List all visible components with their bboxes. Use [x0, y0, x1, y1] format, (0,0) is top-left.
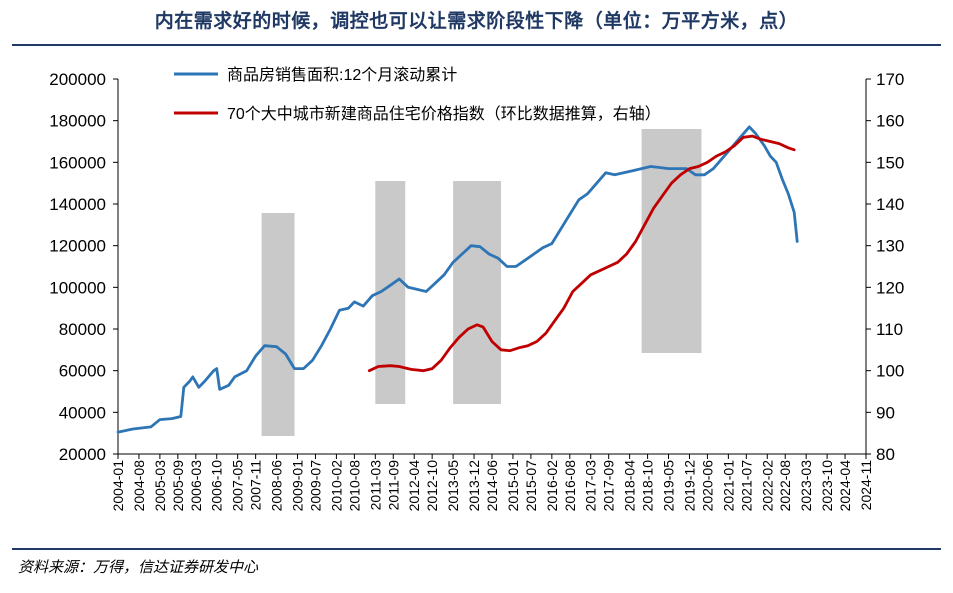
x-tick-label: 2010-08	[346, 460, 362, 512]
y-left-tick-label: 180000	[49, 112, 106, 131]
x-tick-label: 2022-02	[759, 460, 775, 512]
y-right-tick-label: 120	[876, 278, 904, 297]
x-tick-label: 2013-05	[445, 460, 461, 512]
y-right-tick-label: 140	[876, 195, 904, 214]
x-tick-label: 2018-10	[640, 460, 656, 512]
x-tick-label: 2008-06	[269, 460, 285, 512]
x-tick-label: 2006-03	[188, 460, 204, 512]
x-tick-label: 2019-05	[661, 460, 677, 512]
legend-label-red: 70个大中城市新建商品住宅价格指数（环比数据推算，右轴）	[227, 104, 661, 123]
x-tick-label: 2022-08	[777, 460, 793, 512]
x-tick-label: 2021-07	[738, 460, 754, 512]
y-left-tick-label: 80000	[59, 320, 106, 339]
x-tick-label: 2007-05	[230, 460, 246, 512]
y-right-tick-label: 170	[876, 70, 904, 89]
y-left-tick-label: 20000	[59, 445, 106, 464]
x-tick-label: 2005-03	[152, 460, 168, 512]
source-note: 资料来源：万得，信达证券研发中心	[18, 558, 259, 576]
x-tick-label: 2017-09	[601, 460, 617, 512]
chart-title: 内在需求好的时候，调控也可以让需求阶段性下降（单位：万平方米，点）	[154, 10, 799, 32]
y-right-tick-label: 160	[876, 112, 904, 131]
series-line-1	[116, 125, 799, 434]
y-right-tick-label: 110	[876, 320, 903, 339]
series-lines	[116, 125, 799, 434]
legend: 商品房销售面积:12个月滚动累计 70个大中城市新建商品住宅价格指数（环比数据推…	[174, 66, 661, 123]
legend-label-blue: 商品房销售面积:12个月滚动累计	[227, 66, 457, 84]
axes: 20000 40000 60000 80000 100000 120000 140000 16…	[49, 70, 904, 511]
shaded-period-4	[641, 129, 702, 353]
x-tick-label: 2010-02	[328, 460, 344, 512]
y-left-tick-label: 200000	[49, 70, 106, 89]
y-left-tick-label: 100000	[49, 278, 106, 297]
x-tick-label: 2006-10	[209, 460, 225, 512]
x-tick-label: 2018-04	[622, 460, 638, 512]
x-tick-label: 2012-10	[424, 460, 440, 512]
y-right-tick-label: 90	[876, 403, 895, 422]
x-tick-label: 2024-04	[837, 460, 853, 512]
title-underline	[12, 44, 941, 46]
x-tick-label: 2015-07	[523, 460, 539, 512]
x-tick-label: 2014-06	[484, 460, 500, 512]
x-tick-label: 2007-11	[248, 460, 264, 511]
x-tick-label: 2024-11	[858, 460, 874, 511]
footer-rule	[12, 548, 941, 550]
x-tick-label: 2023-10	[819, 460, 835, 512]
y-right-tick-label: 80	[876, 445, 895, 464]
x-tick-label: 2011-09	[385, 460, 401, 511]
x-tick-label: 2012-04	[406, 460, 422, 512]
x-tick-label: 2005-09	[170, 460, 186, 512]
shaded-periods	[261, 129, 702, 436]
x-tick-label: 2013-12	[466, 460, 482, 512]
y-right-tick-label: 150	[876, 153, 904, 172]
x-tick-label: 2016-02	[544, 460, 560, 512]
x-tick-label: 2019-12	[681, 460, 697, 512]
x-tick-label: 2009-01	[290, 460, 306, 512]
x-tick-label: 2023-03	[798, 460, 814, 512]
x-tick-label: 2015-01	[505, 460, 521, 512]
y-left-tick-label: 40000	[59, 403, 106, 422]
x-tick-label: 2021-01	[720, 460, 736, 512]
x-tick-label: 2004-08	[131, 460, 147, 512]
y-right-tick-label: 100	[876, 362, 904, 381]
y-left-tick-label: 120000	[49, 237, 106, 256]
y-right-tick-label: 130	[876, 237, 904, 256]
shaded-period-1	[261, 213, 295, 436]
x-tick-label: 2017-03	[583, 460, 599, 512]
x-tick-label: 2009-07	[307, 460, 323, 512]
y-left-tick-label: 140000	[49, 195, 106, 214]
shaded-period-3	[453, 181, 501, 404]
x-tick-label: 2016-08	[562, 460, 578, 512]
x-tick-label: 2011-03	[367, 460, 383, 511]
y-left-tick-label: 160000	[49, 153, 106, 172]
series-line-2	[367, 134, 796, 373]
y-left-tick-label: 60000	[59, 362, 106, 381]
x-tick-label: 2020-06	[699, 460, 715, 512]
x-tick-label: 2004-01	[110, 460, 126, 512]
